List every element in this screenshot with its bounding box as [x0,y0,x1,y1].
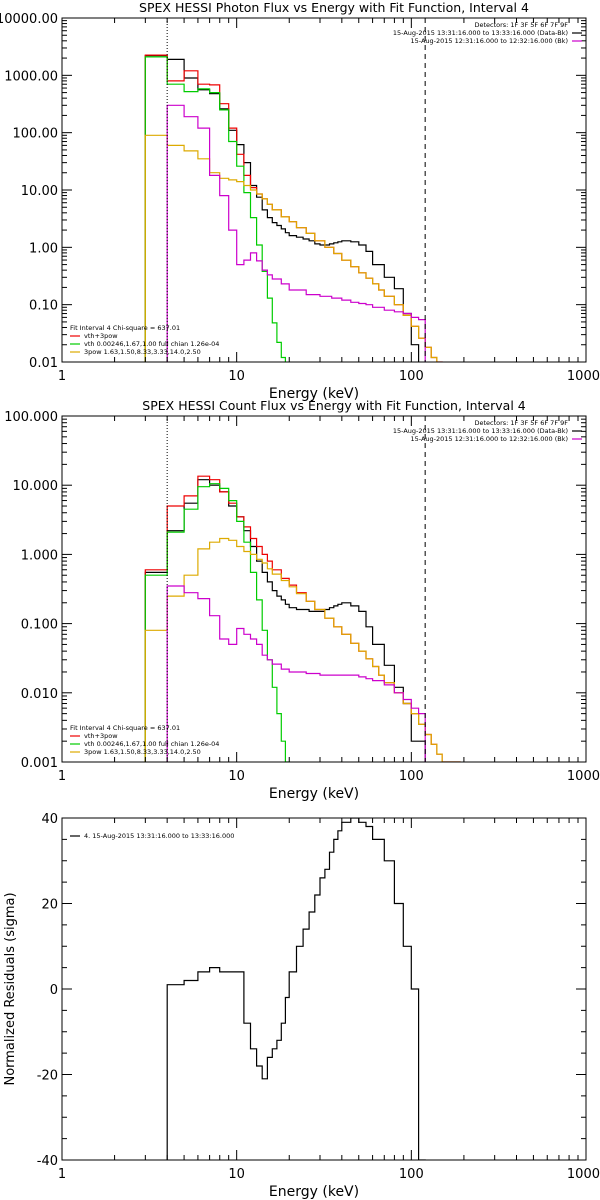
x-axis-label: Energy (keV) [269,1184,359,1200]
legend-text: Fit Interval 4 Chi-square = 637.01 [70,724,180,732]
y-tick-label: 20 [41,898,58,913]
y-tick-label: 1.00 [29,241,58,256]
chart-panel-3: 1 10 100 1000 Energy (keV) -40 -20 0 20 40 Normali… [3,812,600,1200]
x-axis: 1 10 100 1000 [58,818,600,1182]
chart-panel-1: SPEX HESSI Photon Flux vs Energy with Fi… [0,0,600,402]
series-group [166,818,426,1160]
legend-bottom-left: Fit Interval 4 Chi-square = 637.01vth+3p… [70,324,219,356]
series-line-3 [144,483,290,762]
x-tick-label: 10 [228,1167,245,1182]
y-tick-label: 0 [50,983,58,998]
series-line-1 [144,479,426,762]
legend-text: Detectors: 1F 3F 5F 6F 7F 9F [474,419,568,427]
y-tick-label: 1.000 [21,548,58,563]
series-line-1 [144,55,420,362]
y-axis-label: Normalized Residuals (sigma) [3,892,18,1085]
plot-frame [61,415,587,763]
x-axis-label: Energy (keV) [269,386,359,402]
y-tick-label: 0.001 [21,756,58,771]
chart-title: SPEX HESSI Photon Flux vs Energy with Fi… [139,0,529,15]
legend-text: 15-Aug-2015 12:31:16.000 to 12:32:16.000… [411,435,568,443]
x-tick-label: 100 [399,369,424,384]
x-tick-label: 100 [399,769,424,784]
legend-text: 15-Aug-2015 13:31:16.000 to 13:33:16.000… [393,427,568,435]
legend-bottom-left: Fit Interval 4 Chi-square = 637.01vth+3p… [70,724,219,756]
series-line-5 [166,585,426,762]
legend-text: 15-Aug-2015 13:31:16.000 to 13:33:16.000… [393,29,568,37]
legend-text: 15-Aug-2015 12:31:16.000 to 12:32:16.000… [411,37,568,45]
legend-text: vth 0.00246,1.67,1.00 full chian 1.26e-0… [84,340,219,348]
y-tick-label: -20 [37,1069,58,1084]
x-axis: 1 10 100 1000 [58,416,600,784]
plot-frame [61,817,587,1161]
y-tick-label: 10.000 [13,479,59,494]
series-line-1 [166,818,426,1160]
series-line-3 [144,56,286,362]
y-tick-label: 10.00 [21,184,58,199]
x-tick-label: 1000 [567,1167,600,1182]
y-tick-label: 0.010 [21,687,58,702]
y-tick-label: 10000.00 [0,12,58,27]
x-tick-label: 10 [228,769,245,784]
series-line-5 [166,104,426,362]
y-axis: 0.001 0.010 0.100 1.000 10.000 100.000 [4,410,586,771]
x-axis: 1 10 100 1000 [58,18,600,384]
y-tick-label: 100.00 [13,127,59,142]
plot-frame [61,17,587,363]
legend-text: Detectors: 1F 3F 5F 6F 7F 9F [474,21,568,29]
series-line-2 [144,475,461,762]
chart-panel-2: SPEX HESSI Count Flux vs Energy with Fit… [4,398,600,802]
series-line-4 [144,537,461,762]
legend-text: 3pow 1.63,1.50,8.33,3.33,14.0,2.50 [84,348,201,356]
x-tick-label: 100 [399,1167,424,1182]
x-tick-label: 1 [58,1167,66,1182]
legend-text: 3pow 1.63,1.50,8.33,3.33,14.0,2.50 [84,748,201,756]
legend-text: vth+3pow [84,732,118,740]
series-line-2 [144,54,443,362]
x-tick-label: 1000 [567,369,600,384]
x-tick-label: 1000 [567,769,600,784]
y-tick-label: 100.000 [4,410,58,425]
y-tick-label: 40 [41,812,58,827]
legend-text: vth 0.00246,1.67,1.00 full chian 1.26e-0… [84,740,219,748]
legend-top-right: Detectors: 1F 3F 5F 6F 7F 9F15-Aug-2015 … [393,419,582,443]
y-axis: 0.01 0.10 1.00 10.00 100.00 1000.00 10000.00 [0,12,586,371]
series-group [144,475,461,762]
x-tick-label: 1 [58,769,66,784]
x-tick-label: 10 [228,369,245,384]
legend-text: Fit Interval 4 Chi-square = 637.01 [70,324,180,332]
legend-top-left: 4. 15-Aug-2015 13:31:16.000 to 13:33:16.… [70,832,234,840]
chart-title: SPEX HESSI Count Flux vs Energy with Fit… [142,398,525,413]
legend-text: 4. 15-Aug-2015 13:31:16.000 to 13:33:16.… [84,832,234,840]
legend-text: vth+3pow [84,332,118,340]
x-axis-label: Energy (keV) [269,786,359,802]
y-tick-label: 0.100 [21,618,58,633]
legend-top-right: Detectors: 1F 3F 5F 6F 7F 9F15-Aug-2015 … [393,21,582,45]
x-tick-label: 1 [58,369,66,384]
y-tick-label: 1000.00 [4,69,58,84]
y-tick-label: 0.01 [29,356,58,371]
y-axis: -40 -20 0 20 40 [37,812,586,1169]
y-tick-label: 0.10 [29,299,58,314]
series-line-4 [144,134,438,362]
y-tick-label: -40 [37,1154,58,1169]
series-group [144,54,443,362]
